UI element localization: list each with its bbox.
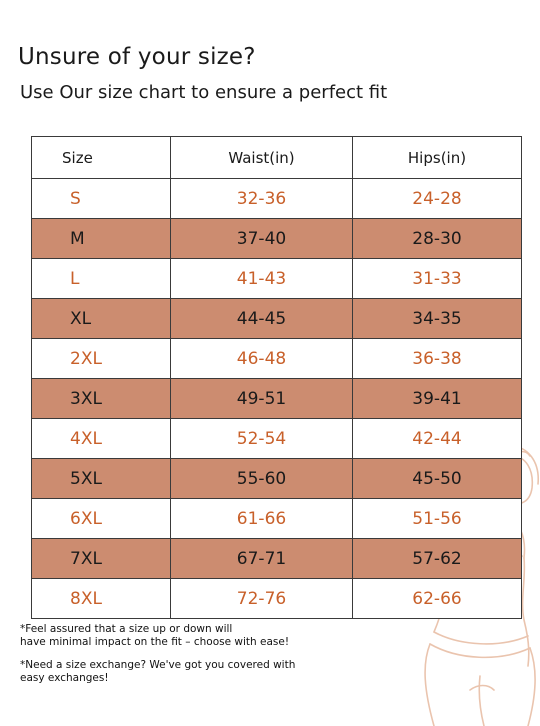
hips-cell: 62-66 bbox=[352, 578, 522, 619]
page-title: Unsure of your size? bbox=[18, 44, 256, 70]
waist-cell: 72-76 bbox=[170, 578, 353, 619]
size-cell: XL bbox=[31, 298, 171, 339]
hips-cell: 57-62 bbox=[352, 538, 522, 579]
waist-cell: 55-60 bbox=[170, 458, 353, 499]
table-row: 2XL 46-48 36-38 bbox=[31, 338, 522, 379]
hips-cell: 24-28 bbox=[352, 178, 522, 219]
table-row: S 32-36 24-28 bbox=[31, 178, 522, 219]
footnotes: *Feel assured that a size up or down wil… bbox=[20, 623, 320, 695]
hips-cell: 39-41 bbox=[352, 378, 522, 419]
size-cell: 4XL bbox=[31, 418, 171, 459]
page-subtitle: Use Our size chart to ensure a perfect f… bbox=[20, 82, 388, 103]
waist-cell: 41-43 bbox=[170, 258, 353, 299]
table-row: 3XL 49-51 39-41 bbox=[31, 378, 522, 419]
waist-cell: 52-54 bbox=[170, 418, 353, 459]
size-cell: 2XL bbox=[31, 338, 171, 379]
hips-cell: 36-38 bbox=[352, 338, 522, 379]
table-row: L 41-43 31-33 bbox=[31, 258, 522, 299]
size-cell: S bbox=[31, 178, 171, 219]
hips-cell: 42-44 bbox=[352, 418, 522, 459]
table-header-row: Size Waist(in) Hips(in) bbox=[31, 136, 522, 179]
size-cell: M bbox=[31, 218, 171, 259]
table-row: 5XL 55-60 45-50 bbox=[31, 458, 522, 499]
size-cell: 7XL bbox=[31, 538, 171, 579]
waist-cell: 61-66 bbox=[170, 498, 353, 539]
waist-cell: 37-40 bbox=[170, 218, 353, 259]
hips-cell: 45-50 bbox=[352, 458, 522, 499]
waist-cell: 49-51 bbox=[170, 378, 353, 419]
waist-cell: 46-48 bbox=[170, 338, 353, 379]
hips-cell: 31-33 bbox=[352, 258, 522, 299]
size-cell: 3XL bbox=[31, 378, 171, 419]
hips-cell: 28-30 bbox=[352, 218, 522, 259]
size-cell: L bbox=[31, 258, 171, 299]
hips-cell: 34-35 bbox=[352, 298, 522, 339]
column-header-hips: Hips(in) bbox=[352, 136, 522, 179]
table-row: M 37-40 28-30 bbox=[31, 218, 522, 259]
size-cell: 8XL bbox=[31, 578, 171, 619]
column-header-waist: Waist(in) bbox=[170, 136, 353, 179]
table-row: 4XL 52-54 42-44 bbox=[31, 418, 522, 459]
fit-note: *Feel assured that a size up or down wil… bbox=[20, 623, 290, 648]
table-row: 8XL 72-76 62-66 bbox=[31, 578, 522, 619]
size-cell: 6XL bbox=[31, 498, 171, 539]
hips-cell: 51-56 bbox=[352, 498, 522, 539]
exchange-note: *Need a size exchange? We've got you cov… bbox=[20, 659, 296, 684]
size-chart-table: Size Waist(in) Hips(in) S 32-36 24-28 M … bbox=[31, 136, 522, 619]
column-header-size: Size bbox=[31, 136, 171, 179]
size-cell: 5XL bbox=[31, 458, 171, 499]
table-row: 6XL 61-66 51-56 bbox=[31, 498, 522, 539]
table-row: XL 44-45 34-35 bbox=[31, 298, 522, 339]
waist-cell: 32-36 bbox=[170, 178, 353, 219]
waist-cell: 44-45 bbox=[170, 298, 353, 339]
table-row: 7XL 67-71 57-62 bbox=[31, 538, 522, 579]
size-rows: S 32-36 24-28 M 37-40 28-30 L 41-43 31-3… bbox=[31, 178, 522, 619]
waist-cell: 67-71 bbox=[170, 538, 353, 579]
